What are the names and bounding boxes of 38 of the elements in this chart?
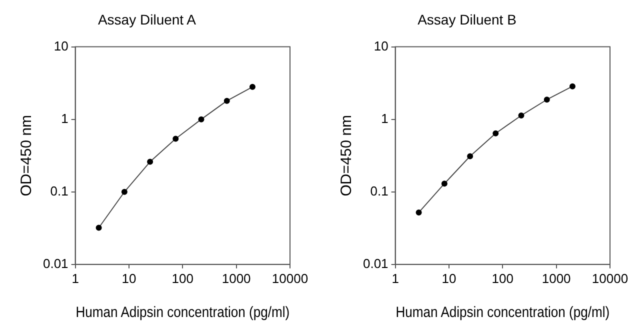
point xyxy=(569,83,576,90)
point xyxy=(147,158,154,165)
x-tick-label: 1 xyxy=(72,270,79,286)
x-tick-label: 10000 xyxy=(272,270,308,286)
x-tick-label: 10 xyxy=(442,270,456,286)
x-tick-label: 1 xyxy=(392,270,399,286)
point xyxy=(416,209,422,216)
y-tick-label: 0.1 xyxy=(50,183,68,198)
y-tick-label: 1 xyxy=(381,110,388,126)
x-tick-label: 1000 xyxy=(542,270,571,286)
chart-title: Assay Diluent B xyxy=(418,11,516,28)
point xyxy=(467,153,474,160)
point xyxy=(96,224,102,231)
y-tick-label: 1 xyxy=(61,110,68,126)
x-axis-title: Human Adipsin concentration (pg/ml) xyxy=(76,303,290,320)
x-tick-label: 10000 xyxy=(592,270,628,286)
y-axis-title: OD=450 nm xyxy=(18,114,36,196)
chart-title: Assay Diluent A xyxy=(98,11,197,28)
y-axis-title: OD=450 nm xyxy=(338,114,356,196)
point xyxy=(224,98,230,104)
x-axis-title: Human Adipsin concentration (pg/ml) xyxy=(396,303,610,320)
point xyxy=(441,180,448,187)
point xyxy=(121,188,128,195)
y-tick-label: 10 xyxy=(54,38,68,54)
y-tick-label: 10 xyxy=(374,38,388,54)
y-tick-label: 0.01 xyxy=(362,256,388,271)
x-tick-label: 1000 xyxy=(222,270,251,286)
point xyxy=(518,112,524,118)
x-tick-label: 10 xyxy=(122,270,136,286)
point xyxy=(172,136,179,142)
x-tick-label: 100 xyxy=(492,270,514,286)
point xyxy=(492,130,499,136)
y-tick-label: 0.01 xyxy=(42,256,68,271)
point xyxy=(544,96,550,103)
x-tick-label: 100 xyxy=(172,270,194,286)
point xyxy=(198,116,204,122)
y-tick-label: 0.1 xyxy=(370,183,388,198)
point xyxy=(249,84,256,90)
